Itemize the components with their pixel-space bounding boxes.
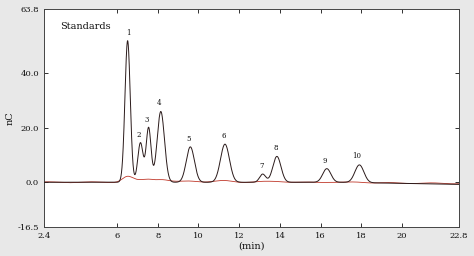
Text: 8: 8 — [273, 144, 278, 152]
Text: Standards: Standards — [60, 22, 110, 31]
Text: 4: 4 — [156, 99, 161, 108]
Text: 9: 9 — [323, 157, 328, 165]
Text: 10: 10 — [353, 153, 362, 161]
X-axis label: (min): (min) — [238, 241, 264, 250]
Y-axis label: nC: nC — [6, 111, 15, 125]
Text: 2: 2 — [136, 131, 141, 139]
Text: 7: 7 — [259, 162, 264, 170]
Text: 6: 6 — [221, 132, 226, 140]
Text: 3: 3 — [145, 116, 149, 124]
Text: 5: 5 — [186, 135, 191, 143]
Text: 1: 1 — [126, 29, 130, 37]
